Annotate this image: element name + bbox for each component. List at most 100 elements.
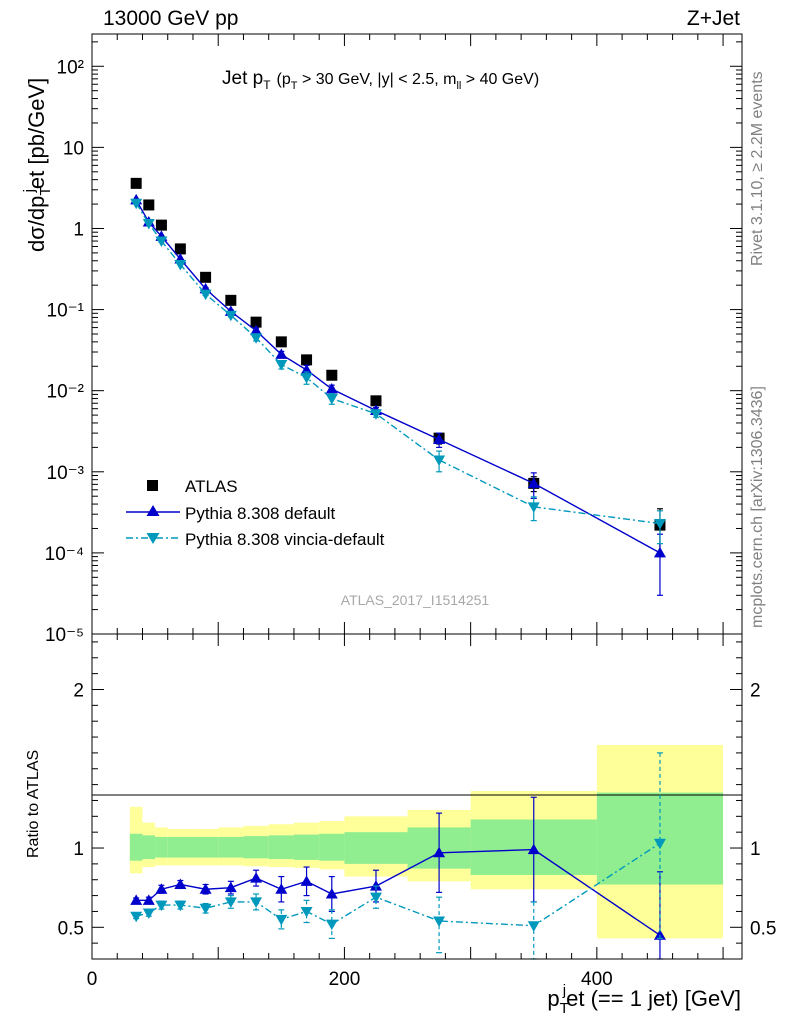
- ratio-point-triangle-down: [527, 921, 540, 932]
- x-tick-label: 400: [581, 969, 613, 990]
- main-series: [130, 177, 666, 596]
- legend-label-pythia-vincia: Pythia 8.308 vincia-default: [185, 530, 385, 549]
- ratio-panel: 0.5 0.5 1 1 2 2 0 200 400: [58, 633, 776, 990]
- main-panel: 10⁻⁵ 10⁻⁴ 10⁻³ 10⁻² 10⁻¹ 1 10 10²: [45, 33, 743, 646]
- data-point-triangle-up: [527, 477, 540, 488]
- data-point-triangle-down: [130, 198, 143, 210]
- ratio-series-line: [136, 848, 661, 936]
- data-point-triangle-up: [433, 433, 446, 445]
- data-point-triangle-down: [369, 409, 382, 420]
- data-point-triangle-up: [275, 348, 288, 359]
- data-point-square: [143, 199, 155, 211]
- legend-marker-pythia-vincia: [146, 533, 160, 544]
- ratio-point-triangle-up: [527, 843, 540, 855]
- data-point-square: [301, 354, 313, 366]
- ratio-point-triangle-down: [300, 906, 313, 918]
- ratio-y-axis-label: Ratio to ATLAS: [25, 750, 42, 858]
- mcplots-side-label: mcplots.cern.ch [arXiv:1306.3436]: [749, 386, 766, 628]
- ratio-point-triangle-down: [199, 903, 212, 915]
- data-point-square: [250, 316, 262, 328]
- data-point-square: [155, 219, 167, 231]
- x-tick-label: 0: [87, 969, 98, 990]
- ratio-point-triangle-down: [369, 892, 382, 904]
- ratio-point-triangle-up: [142, 894, 155, 905]
- data-point-triangle-down: [199, 289, 212, 301]
- main-y-tick-label: 10²: [57, 57, 84, 78]
- data-point-triangle-down: [653, 519, 666, 530]
- data-point-triangle-up: [653, 546, 666, 558]
- main-y-tick-label: 10⁻²: [47, 382, 85, 403]
- header-left-label: 13000 GeV pp: [103, 7, 238, 30]
- stat-uncertainty-band: [293, 834, 320, 860]
- ratio-uncertainty-bands: [129, 744, 724, 939]
- series-line: [135, 199, 661, 554]
- ratio-point-triangle-up: [275, 883, 288, 894]
- data-point-triangle-down: [250, 333, 263, 344]
- data-point-triangle-down: [155, 236, 168, 248]
- ratio-point-triangle-down: [155, 900, 168, 912]
- data-point-triangle-up: [250, 324, 263, 336]
- data-point-triangle-down: [433, 455, 446, 466]
- legend-label-atlas: ATLAS: [185, 477, 238, 496]
- x-axis-label: pTjet (== 1 jet) [GeV]: [547, 982, 741, 1017]
- ratio-point-triangle-down: [275, 914, 288, 926]
- stat-uncertainty-band: [243, 836, 269, 859]
- main-y-tick-label: 10⁻⁴: [45, 544, 84, 565]
- ratio-y-tick-label-right: 1: [750, 839, 761, 860]
- legend-label-pythia-default: Pythia 8.308 default: [185, 504, 336, 523]
- ratio-point-triangle-down: [224, 897, 237, 908]
- ratio-point-triangle-up: [369, 880, 382, 891]
- ratio-point-triangle-down: [142, 908, 155, 920]
- data-point-square: [326, 369, 338, 381]
- data-point-triangle-down: [325, 394, 338, 405]
- analysis-watermark: ATLAS_2017_I1514251: [341, 592, 490, 608]
- stat-uncertainty-band: [218, 836, 244, 858]
- ratio-y-tick-label-right: 2: [750, 680, 761, 701]
- data-point-triangle-down: [174, 259, 187, 271]
- ratio-point-triangle-down: [250, 897, 263, 908]
- rivet-side-label: Rivet 3.1.10, ≥ 2.2M events: [749, 71, 766, 266]
- ratio-axis-ticks: 0.5 0.5 1 1 2 2 0 200 400: [58, 634, 776, 990]
- data-point-triangle-down: [142, 219, 155, 230]
- main-series-0: [130, 177, 666, 558]
- stat-uncertainty-band: [319, 833, 345, 861]
- ratio-point-triangle-down: [174, 900, 187, 912]
- ratio-plot-frame: [91, 633, 743, 960]
- ratio-y-tick-label: 2: [73, 680, 84, 701]
- legend-marker-atlas: [147, 480, 158, 491]
- data-point-triangle-down: [224, 310, 237, 322]
- data-point-triangle-up: [325, 382, 338, 394]
- stat-uncertainty-band: [268, 835, 294, 860]
- main-y-tick-label: 10⁻³: [47, 463, 85, 484]
- stat-uncertainty-band: [167, 836, 193, 858]
- ratio-point-triangle-down: [325, 919, 338, 931]
- ratio-point-triangle-up: [325, 888, 338, 899]
- ratio-point-triangle-down: [433, 916, 446, 927]
- ratio-point-triangle-down: [130, 911, 143, 923]
- data-point-square: [174, 243, 186, 255]
- stat-uncertainty-band: [155, 836, 168, 858]
- data-point-square: [225, 294, 237, 306]
- main-y-axis-label: dσ/dpTjet [pb/GeV]: [21, 78, 54, 252]
- data-point-square: [130, 177, 142, 189]
- header-right-label: Z+Jet: [687, 7, 740, 30]
- ratio-y-tick-label: 1: [73, 839, 84, 860]
- ratio-series-0: [130, 796, 666, 960]
- stat-uncertainty-band: [192, 836, 219, 858]
- stat-uncertainty-band: [142, 835, 156, 860]
- ratio-series-1: [130, 752, 666, 960]
- main-y-tick-label: 1: [73, 219, 84, 240]
- ratio-series: [130, 752, 666, 960]
- main-y-tick-label: 10⁻⁵: [45, 625, 84, 646]
- legend: ATLAS Pythia 8.308 default Pythia 8.308 …: [126, 477, 385, 549]
- ratio-point-triangle-up: [174, 878, 187, 889]
- data-point-square: [275, 336, 287, 348]
- data-point-triangle-down: [527, 502, 540, 513]
- ratio-point-triangle-up: [433, 846, 446, 858]
- legend-marker-pythia-default: [146, 505, 160, 516]
- ratio-y-tick-label-right: 0.5: [750, 918, 776, 939]
- ratio-point-triangle-up: [199, 883, 212, 894]
- ratio-point-triangle-up: [653, 929, 666, 940]
- main-y-tick-label: 10: [63, 138, 84, 159]
